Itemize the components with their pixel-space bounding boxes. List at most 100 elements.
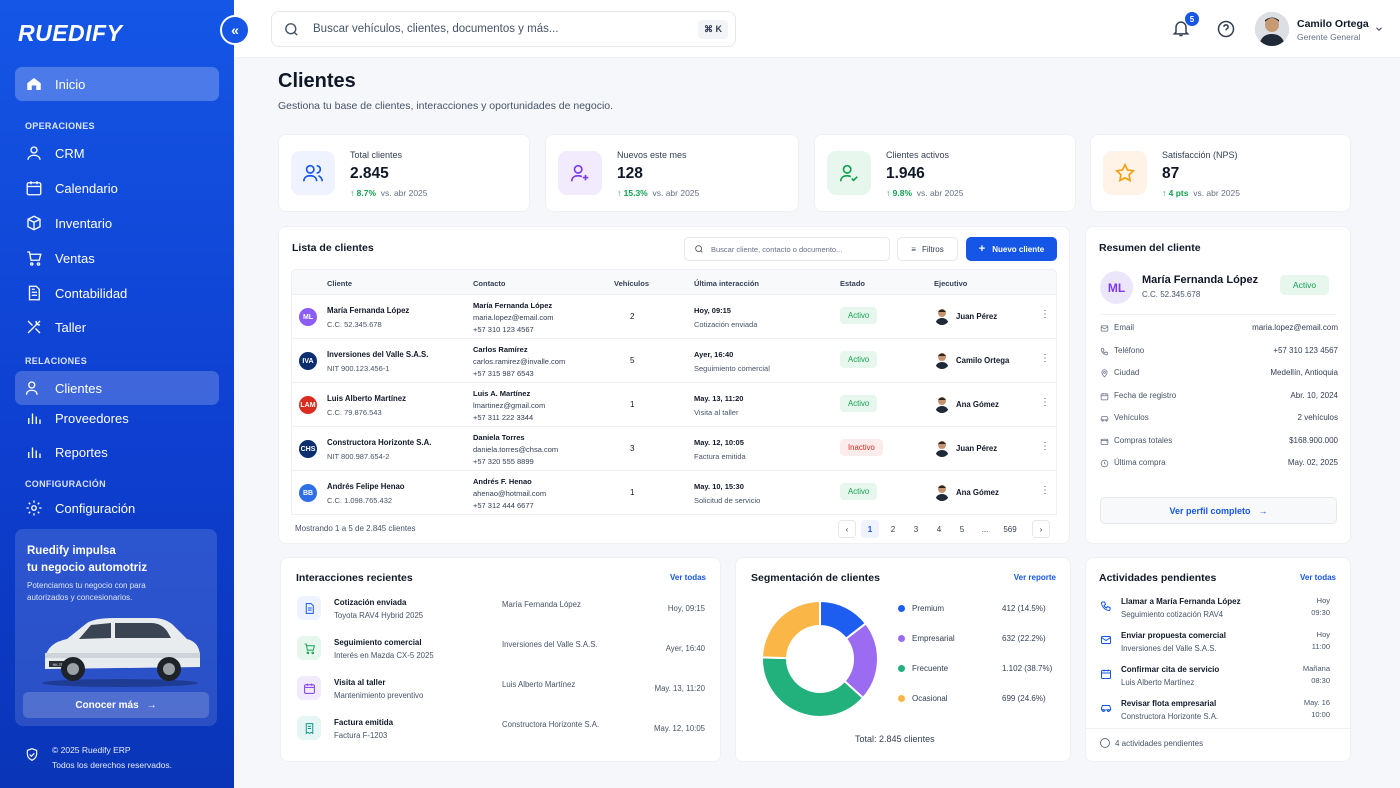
client-id: NIT 800.987.654-2 <box>327 452 390 461</box>
kpi-label: Satisfacción (NPS) <box>1162 150 1238 160</box>
kpi-label: Nuevos este mes <box>617 150 687 160</box>
car-image: HK-78Q <box>42 618 200 687</box>
sidebar-item-configuracion[interactable]: Configuración <box>15 491 219 525</box>
contact-email[interactable]: lmartinez@gmail.com <box>473 401 546 410</box>
interaction-date: Hoy, 09:15 <box>667 604 705 613</box>
client-name[interactable]: Andrés Felipe Henao <box>327 482 405 491</box>
global-search[interactable]: Buscar vehículos, clientes, documentos y… <box>271 11 736 47</box>
client-avatar: LAM <box>299 396 317 414</box>
arrow-up-icon: ↑ <box>1162 188 1167 198</box>
column-header[interactable]: Cliente <box>327 279 353 288</box>
sidebar-item-taller[interactable]: Taller <box>15 310 219 344</box>
sidebar-item-crm[interactable]: CRM <box>15 136 219 170</box>
interaction-subtitle: Toyota RAV4 Hybrid 2025 <box>334 611 424 620</box>
help-icon[interactable] <box>1216 19 1236 39</box>
activities-card: Actividades pendientes Ver todas Llamar … <box>1085 557 1352 762</box>
chevron-down-icon[interactable] <box>1374 24 1384 34</box>
client-avatar: IVA <box>299 352 317 370</box>
avatar[interactable] <box>1255 12 1289 46</box>
gear-icon <box>25 499 43 517</box>
column-header[interactable]: Ejecutivo <box>934 279 968 288</box>
sidebar-item-label: Ventas <box>55 250 95 266</box>
client-search-input[interactable]: Buscar cliente, contacto o documento... <box>711 244 843 254</box>
collapse-sidebar-button[interactable]: « <box>220 15 250 45</box>
pagination-page[interactable]: 5 <box>959 524 965 534</box>
view-all-link[interactable]: Ver todas <box>669 573 706 582</box>
contact-name: María Fernanda López <box>473 301 553 310</box>
sidebar-item-ventas[interactable]: Ventas <box>15 241 219 275</box>
pagination-page[interactable]: 569 <box>1003 524 1017 534</box>
tools-icon <box>25 318 43 336</box>
calendar-icon <box>297 676 321 700</box>
table-row[interactable]: LAM Luis Alberto Martínez C.C. 79.876.54… <box>291 383 1057 427</box>
bar-chart-icon <box>25 409 43 427</box>
contact-email[interactable]: maria.lopez@email.com <box>473 313 554 322</box>
view-all-link[interactable]: Ver todas <box>1299 573 1336 582</box>
table-row[interactable]: ML María Fernanda López C.C. 52.345.678 … <box>291 295 1057 339</box>
column-header[interactable]: Contacto <box>473 279 506 288</box>
kpi-label: Clientes activos <box>886 150 950 160</box>
client-list-card: Lista de clientes Buscar cliente, contac… <box>278 226 1070 544</box>
column-header[interactable]: Última interacción <box>694 279 760 288</box>
arrow-up-icon: ↑ <box>350 188 355 198</box>
donut-slice-ocasional[interactable] <box>760 599 821 660</box>
table-row[interactable]: CHS Constructora Horizonte S.A. NIT 800.… <box>291 427 1057 471</box>
column-header[interactable]: Vehículos <box>614 279 650 288</box>
view-report-link[interactable]: Ver reporte <box>1013 573 1056 582</box>
view-profile-button[interactable]: Ver perfil completo → <box>1100 497 1337 524</box>
new-client-button[interactable]: + Nuevo cliente <box>966 237 1057 261</box>
pagination-next[interactable]: › <box>1032 520 1050 538</box>
promo-title-line: Ruedify impulsa <box>27 545 116 557</box>
client-name[interactable]: Luis Alberto Martínez <box>327 394 406 403</box>
kpi-compare: vs. abr 2025 <box>380 188 428 198</box>
pagination-prev[interactable]: ‹ <box>838 520 856 538</box>
column-header[interactable]: Estado <box>840 279 866 288</box>
pagination-page[interactable]: 1 <box>861 520 879 538</box>
filters-button[interactable]: ≡ Filtros <box>897 237 958 261</box>
more-options-icon[interactable]: ⋮ <box>1040 309 1050 320</box>
executive-name: Ana Gómez <box>956 488 999 497</box>
total-label: Total: <box>855 734 877 744</box>
sidebar-item-contabilidad[interactable]: Contabilidad <box>15 276 219 310</box>
more-options-icon[interactable]: ⋮ <box>1040 485 1050 496</box>
contact-phone: +57 315 987 6543 <box>473 369 534 378</box>
client-search[interactable]: Buscar cliente, contacto o documento... <box>684 237 890 261</box>
contact-email[interactable]: carlos.ramirez@invalle.com <box>473 357 566 366</box>
table-row[interactable]: BB Andrés Felipe Henao C.C. 1.098.765.43… <box>291 471 1057 515</box>
sidebar-item-inicio[interactable]: Inicio <box>15 67 219 101</box>
client-name[interactable]: Inversiones del Valle S.A.S. <box>327 350 429 359</box>
contact-email[interactable]: daniela.torres@chsa.com <box>473 445 559 454</box>
sidebar-item-reportes[interactable]: Reportes <box>15 435 219 469</box>
pagination-page[interactable]: 2 <box>890 524 896 534</box>
document-icon <box>25 284 43 302</box>
sidebar-item-calendario[interactable]: Calendario <box>15 171 219 205</box>
pagination-page[interactable]: 3 <box>913 524 919 534</box>
executive-avatar <box>935 441 949 457</box>
pagination-page[interactable]: 4 <box>936 524 942 534</box>
client-name[interactable]: María Fernanda López <box>327 306 410 315</box>
more-options-icon[interactable]: ⋮ <box>1040 353 1050 364</box>
client-name[interactable]: Constructora Horizonte S.A. <box>327 438 432 447</box>
contact-email[interactable]: ahenao@hotmail.com <box>473 489 547 498</box>
sidebar-item-label: Contabilidad <box>55 285 128 301</box>
learn-more-button[interactable]: Conocer más → <box>23 692 209 718</box>
sidebar-item-proveedores[interactable]: Proveedores <box>15 401 219 435</box>
summary-field: Email maria.lopez@email.com <box>1100 323 1338 337</box>
donut-slice-frecuente[interactable] <box>761 656 865 718</box>
sidebar-item-clientes[interactable]: Clientes <box>15 371 219 405</box>
more-options-icon[interactable]: ⋮ <box>1040 397 1050 408</box>
table-row[interactable]: IVA Inversiones del Valle S.A.S. NIT 900… <box>291 339 1057 383</box>
search-input[interactable]: Buscar vehículos, clientes, documentos y… <box>313 23 559 35</box>
sidebar-item-inventario[interactable]: Inventario <box>15 206 219 240</box>
sidebar-item-label: Configuración <box>55 500 136 516</box>
more-options-icon[interactable]: ⋮ <box>1040 441 1050 452</box>
brand-logo[interactable]: RUEDIFY <box>18 20 123 46</box>
field-label: Fecha de registro <box>1114 390 1177 400</box>
car-icon <box>1100 416 1109 422</box>
kpi-card-nps: Satisfacción (NPS) 87 ↑ 4 pts vs. abr 20… <box>1090 134 1351 212</box>
user-name[interactable]: Camilo Ortega <box>1297 18 1369 30</box>
card-title: Interacciones recientes <box>296 572 413 584</box>
activities-footer: 4 actividades pendientes <box>1100 738 1203 748</box>
legend-swatch <box>898 665 905 672</box>
bell-icon[interactable] <box>1171 18 1191 38</box>
